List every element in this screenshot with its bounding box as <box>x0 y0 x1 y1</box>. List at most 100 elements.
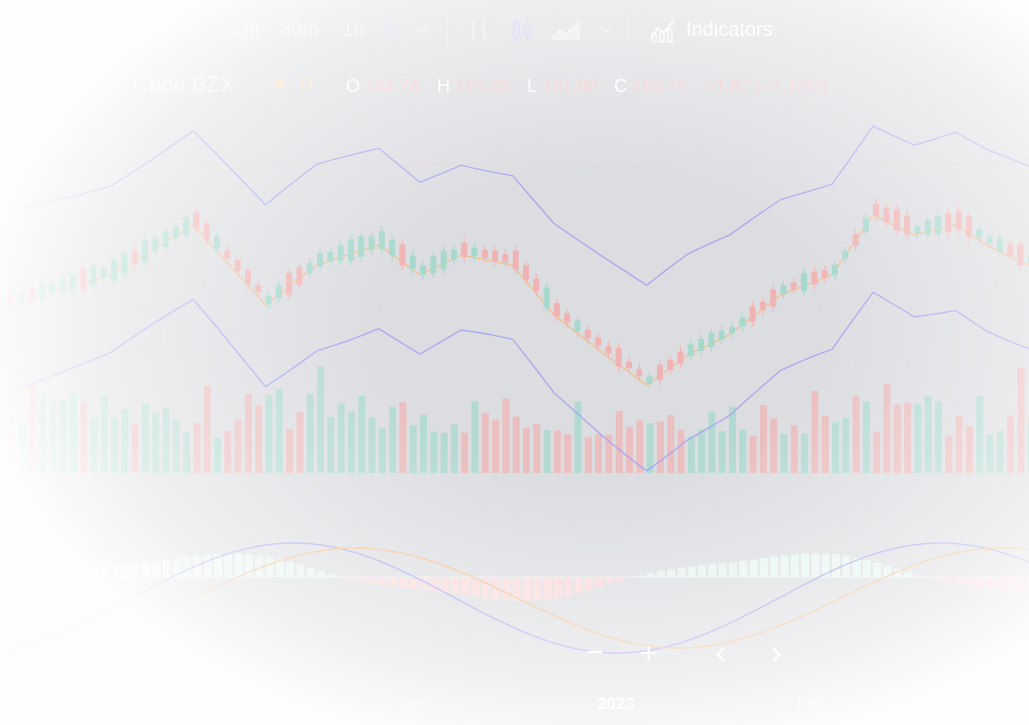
macd-histogram-bar <box>790 554 799 577</box>
candle-style-icon[interactable] <box>508 16 536 44</box>
volume-bar <box>317 366 324 473</box>
price-candle <box>286 273 293 295</box>
price-candle <box>214 236 220 250</box>
volume-bar <box>152 412 160 473</box>
price-candle <box>224 250 231 259</box>
time-label-feb: Feb <box>797 694 827 713</box>
macd-histogram-bar <box>553 577 562 598</box>
price-candle <box>914 225 921 235</box>
interval-1m[interactable]: 1m <box>232 19 260 41</box>
macd-histogram-bar <box>38 577 47 580</box>
interval-d-active[interactable]: D <box>383 19 398 41</box>
price-candle <box>553 303 560 317</box>
zoom-out-button[interactable]: − <box>586 636 604 669</box>
bar-style-icon[interactable] <box>465 16 493 44</box>
volume-bar <box>38 394 46 473</box>
macd-pane[interactable] <box>0 478 1029 678</box>
price-candle <box>492 250 499 262</box>
price-candle <box>935 216 941 234</box>
indicators-button[interactable]: Indicators <box>686 19 773 41</box>
macd-histogram-bar <box>141 562 150 577</box>
volume-bar <box>80 401 88 473</box>
volume-bar <box>162 408 170 473</box>
price-candle <box>100 268 107 278</box>
volume-bar <box>955 415 963 473</box>
macd-histogram-bar <box>667 569 676 577</box>
price-candle <box>842 251 849 259</box>
volume-bar <box>131 423 139 473</box>
volume-bar <box>461 432 469 473</box>
volume-bar <box>873 431 881 473</box>
volume-bar <box>172 419 180 473</box>
macd-histogram-bar <box>80 569 89 577</box>
macd-histogram-bar <box>626 577 634 579</box>
scroll-right-button[interactable]: › <box>770 631 782 672</box>
volume-bar <box>368 417 376 473</box>
volume-bar <box>780 433 788 473</box>
zoom-in-button[interactable]: + <box>640 637 658 670</box>
price-candle <box>759 301 766 311</box>
macd-histogram-bar <box>306 567 315 577</box>
indicators-icon[interactable] <box>648 16 678 44</box>
price-candle <box>811 271 818 285</box>
interval-1h[interactable]: 1h <box>342 19 365 41</box>
price-candle <box>873 204 880 216</box>
volume-bar <box>832 421 839 473</box>
high-value: 165.05 <box>455 76 511 96</box>
scroll-left-button[interactable]: ‹ <box>715 631 727 672</box>
price-candle <box>255 285 262 292</box>
macd-histogram-bar <box>440 577 449 593</box>
price-candle <box>481 250 488 258</box>
volume-bar <box>584 437 592 473</box>
price-candle <box>821 270 828 278</box>
volume-bar <box>842 418 850 473</box>
price-candle <box>502 254 509 262</box>
volume-bar <box>296 412 304 473</box>
price-candle <box>203 223 210 240</box>
symbol-name[interactable]: L <box>92 72 105 97</box>
volume-bar <box>811 391 819 473</box>
volume-bar <box>389 406 397 473</box>
area-style-icon[interactable] <box>550 16 584 44</box>
macd-histogram-bar <box>832 554 840 577</box>
volume-bar <box>430 431 438 473</box>
price-candle <box>389 239 396 256</box>
volume-bar <box>481 413 489 473</box>
price-candle <box>533 278 540 292</box>
macd-histogram-bar <box>111 565 119 577</box>
macd-histogram-bar <box>759 558 768 577</box>
price-candle <box>317 253 323 267</box>
volume-bar <box>286 428 294 473</box>
price-candle <box>564 313 571 323</box>
interval-30m[interactable]: 30m <box>280 19 319 41</box>
price-candle <box>615 348 622 367</box>
macd-histogram-bar <box>595 577 604 588</box>
price-candle <box>172 226 179 239</box>
volume-bar <box>358 395 366 473</box>
price-candle <box>275 285 282 299</box>
macd-histogram-bar <box>801 553 810 577</box>
macd-histogram-bar <box>255 555 264 577</box>
chevron-down-icon[interactable] <box>415 24 431 36</box>
price-candle <box>955 210 962 230</box>
price-candle <box>770 289 777 307</box>
macd-histogram-bar <box>90 568 99 577</box>
chevron-down-icon[interactable] <box>598 24 614 36</box>
macd-histogram-bar <box>636 575 645 577</box>
macd-histogram-bar <box>18 577 27 586</box>
price-candle <box>430 256 437 274</box>
price-candle <box>399 244 406 266</box>
price-candle <box>244 270 251 285</box>
price-candle <box>832 264 838 276</box>
volume-bar <box>945 435 953 473</box>
price-candle <box>8 292 14 308</box>
symbol-legend: L Cboe BZX D O 164.74 H 165.05 L 161.80 … <box>0 70 1029 100</box>
price-pane[interactable] <box>0 110 1029 475</box>
volume-bar <box>399 402 407 473</box>
clock-icon[interactable] <box>160 18 190 46</box>
macd-histogram-bar <box>873 562 882 577</box>
volume-bar <box>553 430 561 473</box>
volume-bar <box>203 385 211 473</box>
price-candle <box>90 266 97 286</box>
volume-bar <box>327 416 335 473</box>
